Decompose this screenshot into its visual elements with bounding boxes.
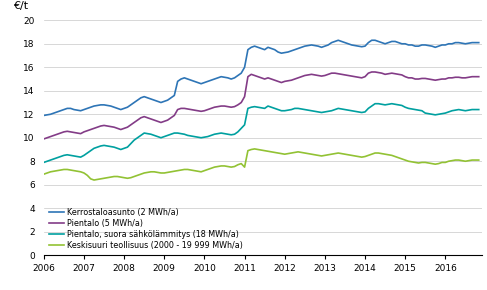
Pientalo (5 MWh/a) bbox=[476, 75, 482, 78]
Keskisuuri teollisuus (2000 - 19 999 MWh/a) bbox=[182, 168, 187, 171]
Pientalo (5 MWh/a) bbox=[382, 72, 388, 76]
Kerrostaloasunto (2 MWh/a) bbox=[365, 41, 371, 44]
Line: Pientalo (5 MWh/a): Pientalo (5 MWh/a) bbox=[44, 72, 479, 139]
Keskisuuri teollisuus (2000 - 19 999 MWh/a) bbox=[252, 147, 258, 151]
Kerrostaloasunto (2 MWh/a) bbox=[476, 41, 482, 44]
Keskisuuri teollisuus (2000 - 19 999 MWh/a) bbox=[268, 150, 274, 154]
Pientalo, suora sähkölämmitys (18 MWh/a) bbox=[476, 108, 482, 111]
Pientalo (5 MWh/a) bbox=[118, 128, 124, 131]
Pientalo, suora sähkölämmitys (18 MWh/a) bbox=[288, 108, 294, 111]
Keskisuuri teollisuus (2000 - 19 999 MWh/a) bbox=[215, 165, 221, 168]
Pientalo (5 MWh/a) bbox=[312, 73, 318, 77]
Pientalo, suora sähkölämmitys (18 MWh/a) bbox=[382, 103, 388, 107]
Pientalo (5 MWh/a) bbox=[41, 137, 47, 141]
Kerrostaloasunto (2 MWh/a) bbox=[336, 39, 341, 42]
Keskisuuri teollisuus (2000 - 19 999 MWh/a) bbox=[205, 168, 211, 171]
Pientalo (5 MWh/a) bbox=[369, 70, 375, 74]
Kerrostaloasunto (2 MWh/a) bbox=[41, 114, 47, 117]
Pientalo, suora sähkölämmitys (18 MWh/a) bbox=[372, 102, 378, 106]
Pientalo (5 MWh/a) bbox=[362, 75, 368, 78]
Kerrostaloasunto (2 MWh/a) bbox=[57, 109, 63, 113]
Line: Keskisuuri teollisuus (2000 - 19 999 MWh/a): Keskisuuri teollisuus (2000 - 19 999 MWh… bbox=[44, 149, 479, 180]
Pientalo, suora sähkölämmitys (18 MWh/a) bbox=[118, 148, 124, 151]
Keskisuuri teollisuus (2000 - 19 999 MWh/a) bbox=[81, 171, 87, 175]
Pientalo, suora sähkölämmitys (18 MWh/a) bbox=[362, 110, 368, 114]
Kerrostaloasunto (2 MWh/a) bbox=[288, 49, 294, 52]
Pientalo, suora sähkölämmitys (18 MWh/a) bbox=[41, 161, 47, 164]
Kerrostaloasunto (2 MWh/a) bbox=[382, 42, 388, 46]
Pientalo (5 MWh/a) bbox=[57, 131, 63, 135]
Kerrostaloasunto (2 MWh/a) bbox=[118, 108, 124, 111]
Keskisuuri teollisuus (2000 - 19 999 MWh/a) bbox=[379, 152, 385, 155]
Legend: Kerrostaloasunto (2 MWh/a), Pientalo (5 MWh/a), Pientalo, suora sähkölämmitys (1: Kerrostaloasunto (2 MWh/a), Pientalo (5 … bbox=[48, 206, 244, 251]
Keskisuuri teollisuus (2000 - 19 999 MWh/a) bbox=[41, 173, 47, 176]
Keskisuuri teollisuus (2000 - 19 999 MWh/a) bbox=[476, 158, 482, 162]
Pientalo, suora sähkölämmitys (18 MWh/a) bbox=[312, 110, 318, 113]
Kerrostaloasunto (2 MWh/a) bbox=[312, 44, 318, 47]
Pientalo (5 MWh/a) bbox=[288, 79, 294, 82]
Text: €/t: €/t bbox=[13, 1, 28, 11]
Line: Kerrostaloasunto (2 MWh/a): Kerrostaloasunto (2 MWh/a) bbox=[44, 40, 479, 115]
Pientalo, suora sähkölämmitys (18 MWh/a) bbox=[57, 155, 63, 158]
Line: Pientalo, suora sähkölämmitys (18 MWh/a): Pientalo, suora sähkölämmitys (18 MWh/a) bbox=[44, 104, 479, 162]
Keskisuuri teollisuus (2000 - 19 999 MWh/a) bbox=[91, 178, 97, 182]
